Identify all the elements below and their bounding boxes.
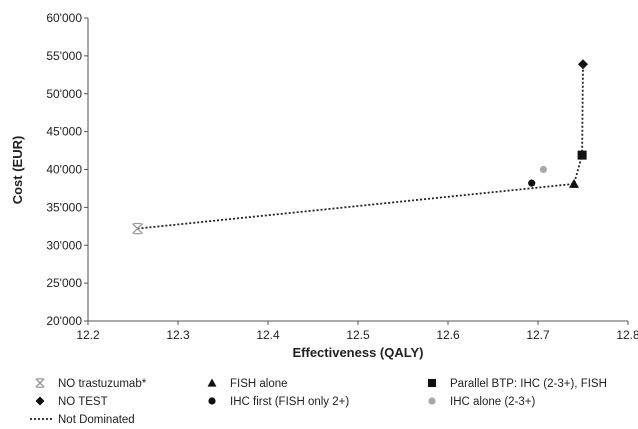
y-tick-label: 40'000 <box>46 163 82 177</box>
legend-label: Not Dominated <box>58 414 135 426</box>
legend-marker-circle <box>428 397 436 405</box>
y-tick-label: 55'000 <box>46 49 82 63</box>
x-tick-label: 12.5 <box>346 328 370 342</box>
legend: NO trastuzumab* NO TEST FISH alone IHC firs… <box>30 378 607 426</box>
y-tick-label: 25'000 <box>46 276 82 290</box>
y-tick-label: 30'000 <box>46 238 82 252</box>
legend-label: FISH alone <box>230 378 288 390</box>
y-tick-label: 50'000 <box>46 87 82 101</box>
legend-label: IHC alone (2-3+) <box>450 396 535 408</box>
y-tick-label: 45'000 <box>46 125 82 139</box>
y-tick-labels: 20'000 25'000 30'000 35'000 40'000 45'000 50'0… <box>46 11 88 328</box>
legend-label: NO trastuzumab* <box>58 378 147 390</box>
data-point-asterisk <box>131 222 144 235</box>
y-tick-label: 60'000 <box>46 11 82 25</box>
data-markers <box>131 59 588 235</box>
x-tick-labels: 12.2 12.3 12.4 12.5 12.6 12.7 12.8 <box>76 321 638 342</box>
legend-marker-circle <box>208 397 216 405</box>
not-dominated-frontier-line <box>137 64 584 230</box>
data-point-square <box>577 150 587 160</box>
x-axis-title: Effectiveness (QALY) <box>292 345 423 360</box>
data-point-triangle <box>569 178 579 188</box>
legend-label: IHC first (FISH only 2+) <box>230 396 349 408</box>
legend-label: NO TEST <box>58 396 108 408</box>
legend-marker-diamond <box>35 396 45 406</box>
x-tick-label: 12.3 <box>166 328 190 342</box>
x-tick-label: 12.7 <box>526 328 550 342</box>
x-tick-label: 12.8 <box>616 328 638 342</box>
legend-marker-asterisk <box>35 378 45 388</box>
data-point-circle <box>528 179 536 187</box>
data-point-diamond <box>578 59 588 70</box>
x-tick-label: 12.4 <box>256 328 280 342</box>
legend-label: Parallel BTP: IHC (2-3+), FISH <box>450 378 607 390</box>
x-tick-label: 12.6 <box>436 328 460 342</box>
legend-marker-triangle <box>207 378 217 387</box>
y-tick-label: 20'000 <box>46 314 82 328</box>
data-point-circle <box>539 165 548 174</box>
x-tick-label: 12.2 <box>76 328 100 342</box>
y-axis-title: Cost (EUR) <box>10 136 25 205</box>
y-tick-label: 35'000 <box>46 200 82 214</box>
legend-marker-square <box>427 378 437 388</box>
